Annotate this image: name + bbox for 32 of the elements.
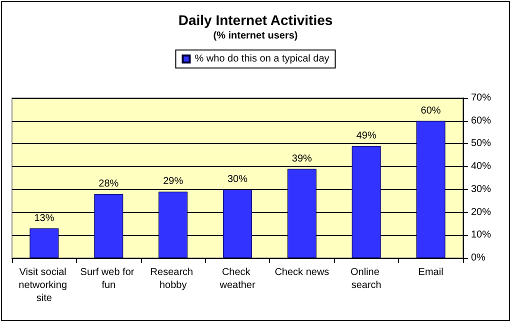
data-label: 30%: [227, 174, 248, 185]
bar: [223, 189, 252, 258]
bar: [287, 168, 316, 258]
x-tick-label: Online search: [350, 267, 382, 291]
data-label: 29%: [163, 176, 184, 188]
x-tick-label: Email: [418, 267, 444, 278]
bar: [158, 192, 188, 258]
y-tick-label: 70%: [471, 92, 492, 104]
data-label: 60%: [420, 105, 441, 116]
bar: [94, 194, 124, 258]
x-tick-label: Check weather: [218, 267, 256, 291]
x-tick-label: Visit social networking site: [18, 267, 70, 304]
y-tick-label: 60%: [471, 115, 492, 126]
x-tick-label: Check news: [274, 267, 330, 278]
y-tick-label: 30%: [471, 184, 492, 195]
data-label: 49%: [356, 130, 376, 142]
y-tick-label: 0%: [471, 252, 486, 264]
y-tick-label: 10%: [471, 230, 492, 241]
legend-label: % who do this on a typical day: [194, 54, 330, 64]
y-tick-label: 50%: [471, 138, 492, 150]
chart-title: Daily Internet Activities: [178, 12, 333, 28]
x-tick-label: Surf web for fun: [80, 267, 137, 291]
data-label: 39%: [292, 153, 312, 164]
bar: [352, 146, 381, 258]
data-label: 28%: [98, 178, 119, 190]
x-tick-label: Research hobby: [150, 267, 196, 291]
bar: [30, 228, 59, 258]
chart-subtitle: (% internet users): [213, 30, 298, 42]
y-tick-label: 40%: [471, 161, 492, 172]
data-label: 13%: [34, 212, 54, 224]
y-tick-label: 20%: [471, 206, 492, 218]
bar: [416, 120, 446, 258]
